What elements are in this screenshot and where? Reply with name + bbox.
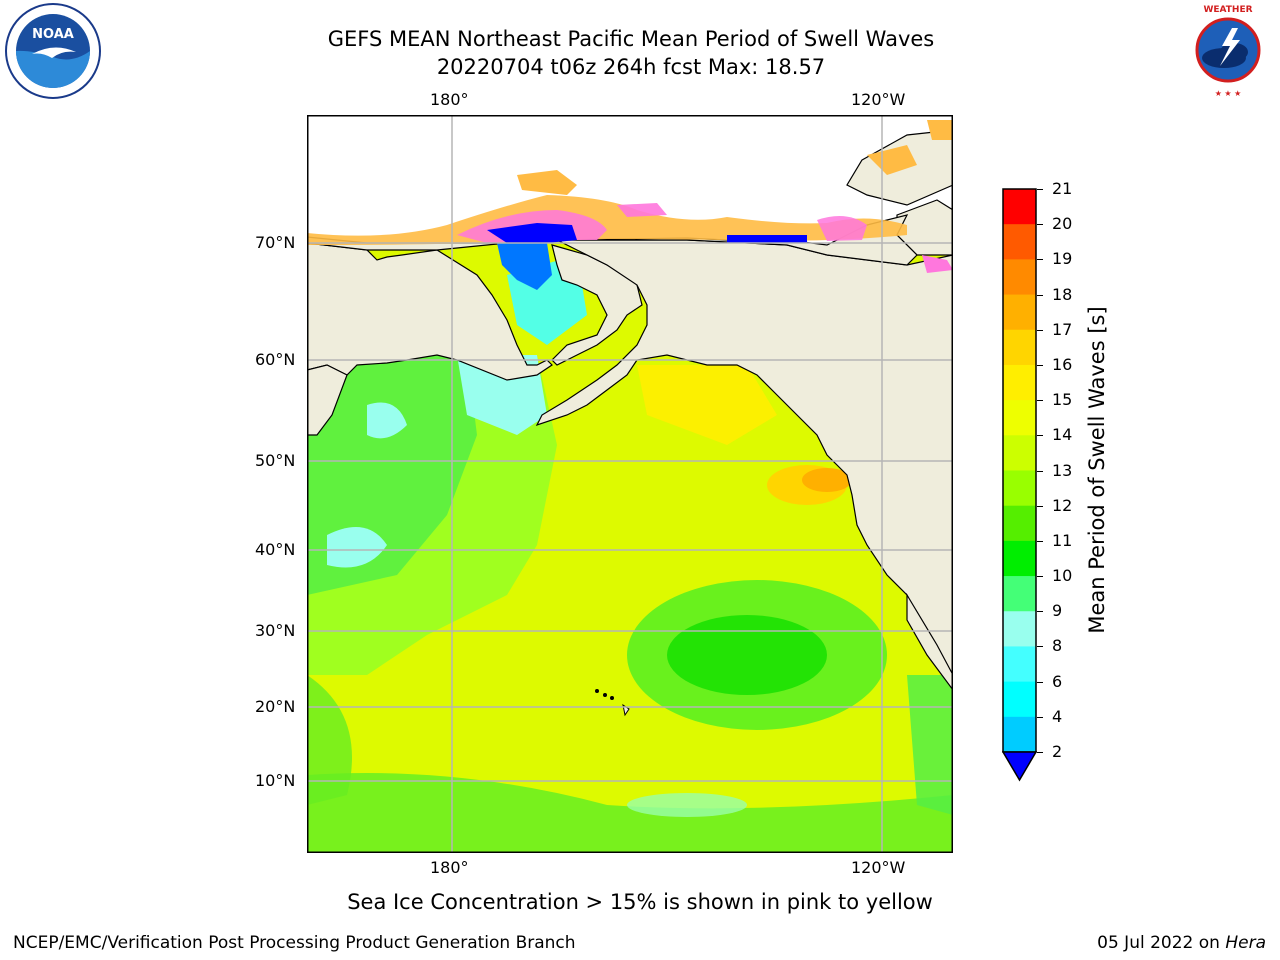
colorbar-tick-mark [1037, 364, 1043, 366]
noaa-logo: NOAA [2, 2, 104, 100]
noaa-logo-text: NOAA [32, 27, 74, 42]
colorbar-segment [1003, 435, 1036, 471]
colorbar-tick-mark [1037, 224, 1043, 226]
lat-label-10n: 10°N [255, 771, 296, 790]
colorbar-tick-label: 18 [1052, 284, 1073, 304]
colorbar-tick-mark [1037, 505, 1043, 507]
colorbar-tick-mark [1037, 681, 1043, 683]
colorbar-segment [1003, 189, 1036, 225]
footer-date: 05 Jul 2022 on Hera [1097, 933, 1266, 953]
colorbar-segment [1003, 716, 1036, 753]
colorbar-segment [1003, 611, 1036, 647]
footer-machine: Hera [1225, 933, 1266, 953]
colorbar-tick-label: 14 [1052, 425, 1073, 445]
colorbar-segment [1003, 259, 1036, 296]
colorbar-tick-mark [1037, 400, 1043, 402]
colorbar-tick-mark [1037, 435, 1043, 437]
colorbar-tick-mark [1037, 716, 1043, 718]
lat-label-70n: 70°N [255, 233, 296, 252]
colorbar-segment [1003, 329, 1036, 366]
colorbar-extend-arrow [1001, 751, 1038, 782]
colorbar-tick-label: 15 [1052, 390, 1073, 410]
colorbar-segment [1003, 646, 1036, 683]
chart-title: GEFS MEAN Northeast Pacific Mean Period … [327, 27, 935, 51]
lat-label-30n: 30°N [255, 621, 296, 640]
colorbar-tick-mark [1037, 752, 1043, 753]
colorbar-svg [1001, 188, 1038, 782]
lon-label-top-120w: 120°W [851, 90, 906, 109]
colorbar-tick-label: 20 [1052, 214, 1073, 234]
colorbar-tick-mark [1037, 329, 1043, 331]
lon-label-bottom-120w: 120°W [851, 858, 906, 877]
colorbar-tick-label: 19 [1052, 249, 1073, 269]
colorbar-tick-mark [1037, 259, 1043, 261]
lat-label-60n: 60°N [255, 350, 296, 369]
colorbar-segment [1003, 681, 1036, 718]
colorbar-segment [1003, 224, 1036, 260]
colorbar-tick-label: 2 [1052, 742, 1063, 761]
svg-text:★ ★ ★: ★ ★ ★ [1215, 89, 1242, 98]
colorbar-segment [1003, 400, 1036, 436]
colorbar-tick-mark [1037, 576, 1043, 578]
colorbar-tick-mark [1037, 470, 1043, 472]
colorbar-segment [1003, 364, 1036, 401]
lon-label-top-180: 180° [430, 90, 469, 109]
sea-ice-note: Sea Ice Concentration > 15% is shown in … [347, 890, 933, 914]
map-panel [307, 115, 953, 853]
colorbar [1001, 188, 1038, 783]
colorbar-tick-mark [1037, 189, 1043, 190]
colorbar-segment [1003, 576, 1036, 612]
colorbar-tick-mark [1037, 294, 1043, 296]
lat-label-50n: 50°N [255, 451, 296, 470]
colorbar-tick-label: 13 [1052, 460, 1073, 480]
colorbar-tick-label: 16 [1052, 354, 1073, 374]
svg-text:WEATHER: WEATHER [1203, 5, 1252, 15]
map-svg [307, 115, 953, 853]
colorbar-tick-label: 17 [1052, 319, 1073, 339]
map-gridlines [307, 115, 953, 853]
colorbar-tick-label: 10 [1052, 566, 1073, 586]
colorbar-tick-mark [1037, 611, 1043, 613]
colorbar-segment [1003, 505, 1036, 542]
colorbar-tick-label: 8 [1052, 636, 1063, 656]
colorbar-segment [1003, 470, 1036, 507]
map-border [307, 115, 953, 853]
colorbar-tick-label: 9 [1052, 601, 1063, 621]
sea-ice-band [307, 195, 907, 245]
land-north-america [535, 239, 953, 676]
colorbar-tick-mark [1037, 540, 1043, 542]
colorbar-segment [1003, 294, 1036, 331]
lat-label-40n: 40°N [255, 540, 296, 559]
nws-logo: WEATHER ★ ★ ★ [1178, 0, 1278, 100]
colorbar-tick-label: 12 [1052, 495, 1073, 515]
colorbar-tick-label: 11 [1052, 530, 1073, 550]
colorbar-tick-label: 21 [1052, 179, 1073, 198]
footer-branch: NCEP/EMC/Verification Post Processing Pr… [13, 933, 576, 953]
lon-label-bottom-180: 180° [430, 858, 469, 877]
colorbar-tick-label: 4 [1052, 706, 1063, 726]
footer-date-text: 05 Jul 2022 on [1097, 933, 1226, 953]
chart-subtitle: 20220704 t06z 264h fcst Max: 18.57 [436, 55, 826, 79]
colorbar-tick-label: 6 [1052, 671, 1063, 691]
colorbar-segment [1003, 540, 1036, 577]
colorbar-tick-mark [1037, 646, 1043, 648]
lat-label-20n: 20°N [255, 697, 296, 716]
colorbar-title: Mean Period of Swell Waves [s] [1085, 306, 1109, 634]
